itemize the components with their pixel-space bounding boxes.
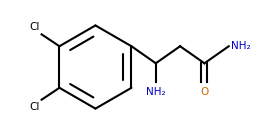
Text: O: O [200, 87, 209, 97]
Text: Cl: Cl [29, 102, 40, 112]
Text: NH₂: NH₂ [231, 41, 250, 51]
Text: Cl: Cl [29, 22, 40, 32]
Text: NH₂: NH₂ [146, 87, 166, 97]
